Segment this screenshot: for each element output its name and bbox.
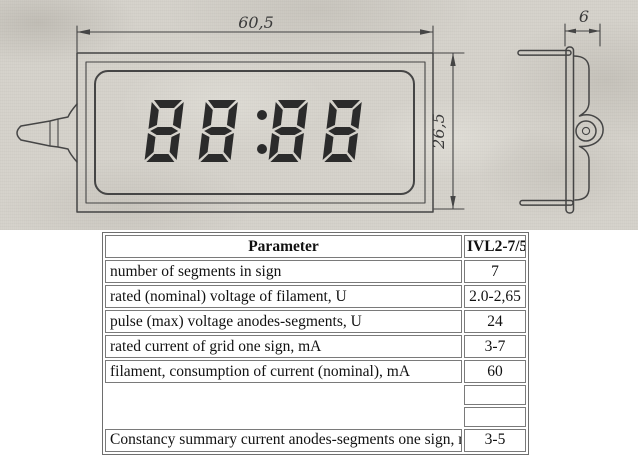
colon-dot xyxy=(257,144,267,154)
param-cell: rated current of grid one sign, mA xyxy=(105,335,462,358)
dimension-height xyxy=(433,52,465,210)
value-cell: 3-5 xyxy=(464,428,526,452)
value-cell: 24 xyxy=(464,310,526,333)
spec-row: number of segments in sign 7 xyxy=(105,260,526,283)
technical-drawing: 60,5 26,5 xyxy=(16,7,604,214)
spec-row: filament, consumption of current (nomina… xyxy=(105,360,526,383)
exhaust-tip-front xyxy=(16,103,78,163)
spec-row: pulse (max) voltage anodes-segments, U 24 xyxy=(105,310,526,333)
seven-segment-digit xyxy=(198,100,238,162)
spec-row: Constancy summary current anodes-segment… xyxy=(105,428,526,452)
seven-segment-digit xyxy=(144,100,184,162)
param-cell: rated (nominal) voltage of filament, U xyxy=(105,285,462,308)
seven-segment-digit xyxy=(322,100,362,162)
spec-row-blank xyxy=(105,385,526,405)
colon-dot xyxy=(257,110,267,120)
paper-scan-background: 60,5 26,5 xyxy=(0,0,638,230)
param-cell: Constancy summary current anodes-segment… xyxy=(105,428,462,452)
param-cell: pulse (max) voltage anodes-segments, U xyxy=(105,310,462,333)
spec-row-blank xyxy=(105,406,526,427)
param-cell: filament, consumption of current (nomina… xyxy=(105,360,462,383)
value-cell xyxy=(464,385,526,405)
seven-segment-digit xyxy=(268,100,308,162)
side-view-outline xyxy=(517,46,604,214)
depth-dimension-label: 6 xyxy=(579,7,589,26)
param-cell xyxy=(105,385,462,405)
dimension-depth xyxy=(564,23,601,47)
spec-table: Parameter IVL2-7/5 number of segments in… xyxy=(102,232,529,455)
width-dimension-label: 60,5 xyxy=(238,13,274,32)
height-dimension-label: 26,5 xyxy=(429,113,448,150)
value-cell: 3-7 xyxy=(464,335,526,358)
spec-header-row: Parameter IVL2-7/5 xyxy=(105,235,526,258)
seven-segment-display xyxy=(144,100,362,162)
param-column-header: Parameter xyxy=(105,235,462,258)
value-cell: 2.0-2,65 xyxy=(464,285,526,308)
type-column-header: IVL2-7/5 xyxy=(464,235,526,258)
spec-row: rated (nominal) voltage of filament, U 2.… xyxy=(105,285,526,308)
value-cell: 60 xyxy=(464,360,526,383)
exhaust-tip-side xyxy=(575,120,597,142)
value-cell xyxy=(464,406,526,427)
front-view-outline xyxy=(76,52,434,213)
value-cell: 7 xyxy=(464,260,526,283)
param-cell xyxy=(105,406,462,427)
dimension-width xyxy=(76,25,434,53)
param-cell: number of segments in sign xyxy=(105,260,462,283)
spec-row: rated current of grid one sign, mA 3-7 xyxy=(105,335,526,358)
